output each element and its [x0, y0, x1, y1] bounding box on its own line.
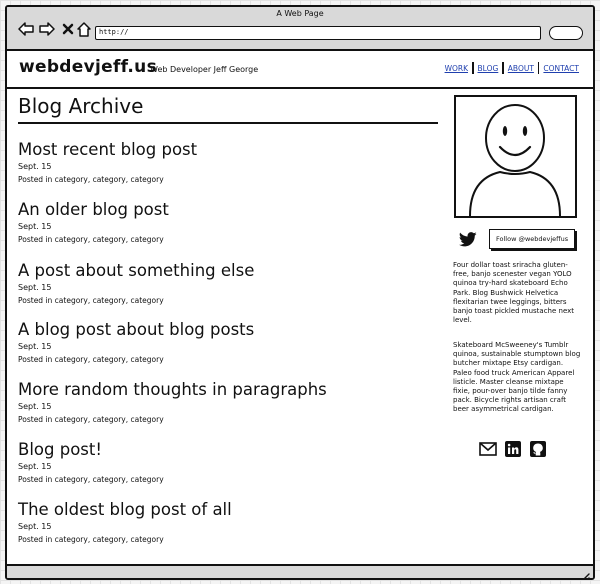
browser-search-field[interactable]	[549, 26, 583, 40]
post-categories: Posted in category, category, category	[18, 235, 164, 244]
home-icon[interactable]	[75, 21, 93, 37]
post-title[interactable]: A post about something else	[18, 261, 255, 280]
nav-divider	[472, 62, 474, 74]
page-title: Blog Archive	[18, 94, 144, 118]
twitter-icon[interactable]	[458, 231, 477, 247]
mail-icon[interactable]	[479, 440, 497, 458]
resize-grip-icon[interactable]	[580, 567, 590, 578]
nav-link-about[interactable]: ABOUT	[507, 63, 534, 73]
post-categories: Posted in category, category, category	[18, 355, 164, 364]
close-icon[interactable]	[59, 21, 77, 37]
main-nav: WORK BLOG ABOUT CONTACT	[441, 62, 583, 74]
nav-link-work[interactable]: WORK	[444, 63, 469, 73]
post-date: Sept. 15	[18, 283, 52, 292]
blog-post-entry: More random thoughts in paragraphs Sept.…	[18, 380, 438, 425]
post-categories: Posted in category, category, category	[18, 415, 164, 424]
bio-paragraph: Four dollar toast sriracha gluten-free, …	[453, 261, 575, 325]
post-title[interactable]: Most recent blog post	[18, 140, 198, 159]
post-title[interactable]: Blog post!	[18, 440, 102, 459]
post-categories: Posted in category, category, category	[18, 475, 164, 484]
twitter-follow: Follow @webdevjeffus	[458, 229, 576, 249]
blog-post-entry: Most recent blog post Sept. 15 Posted in…	[18, 140, 438, 185]
post-categories: Posted in category, category, category	[18, 535, 164, 544]
smiley-avatar-icon	[454, 95, 577, 218]
nav-divider	[502, 62, 504, 74]
post-title[interactable]: More random thoughts in paragraphs	[18, 380, 327, 399]
post-categories: Posted in category, category, category	[18, 296, 164, 305]
page-content: Blog Archive Most recent blog post Sept.…	[7, 89, 593, 564]
post-date: Sept. 15	[18, 342, 52, 351]
browser-window: A Web Page http:// webdevjeff.us Web Dev…	[5, 5, 595, 580]
blog-post-entry: Blog post! Sept. 15 Posted in category, …	[18, 440, 438, 485]
url-text: http://	[99, 28, 129, 36]
post-categories: Posted in category, category, category	[18, 175, 164, 184]
site-logo[interactable]: webdevjeff.us	[19, 57, 157, 77]
window-title: A Web Page	[276, 9, 324, 18]
bio-paragraph: Skateboard McSweeney's Tumblr quinoa, su…	[453, 341, 581, 414]
browser-chrome: A Web Page http://	[7, 7, 593, 51]
post-date: Sept. 15	[18, 222, 52, 231]
url-bar[interactable]: http://	[95, 26, 541, 40]
social-links	[479, 440, 547, 458]
forward-arrow-icon[interactable]	[38, 21, 56, 37]
follow-button[interactable]: Follow @webdevjeffus	[489, 229, 576, 249]
nav-link-contact[interactable]: CONTACT	[543, 63, 579, 73]
github-icon[interactable]	[529, 440, 547, 458]
blog-post-entry: A post about something else Sept. 15 Pos…	[18, 261, 438, 306]
linkedin-icon[interactable]	[504, 440, 522, 458]
nav-link-blog[interactable]: BLOG	[477, 63, 499, 73]
post-date: Sept. 15	[18, 462, 52, 471]
site-tagline: Web Developer Jeff George	[150, 65, 259, 74]
blog-post-entry: The oldest blog post of all Sept. 15 Pos…	[18, 500, 438, 545]
nav-divider	[537, 62, 540, 74]
title-divider	[18, 122, 438, 124]
blog-post-entry: An older blog post Sept. 15 Posted in ca…	[18, 200, 438, 245]
status-bar	[7, 564, 593, 578]
post-date: Sept. 15	[18, 402, 52, 411]
site-header: webdevjeff.us Web Developer Jeff George …	[7, 51, 593, 89]
post-date: Sept. 15	[18, 162, 52, 171]
post-title[interactable]: A blog post about blog posts	[18, 320, 255, 339]
back-arrow-icon[interactable]	[17, 21, 35, 37]
post-date: Sept. 15	[18, 522, 52, 531]
blog-post-entry: A blog post about blog posts Sept. 15 Po…	[18, 320, 438, 365]
post-title[interactable]: An older blog post	[18, 200, 169, 219]
post-title[interactable]: The oldest blog post of all	[18, 500, 232, 519]
